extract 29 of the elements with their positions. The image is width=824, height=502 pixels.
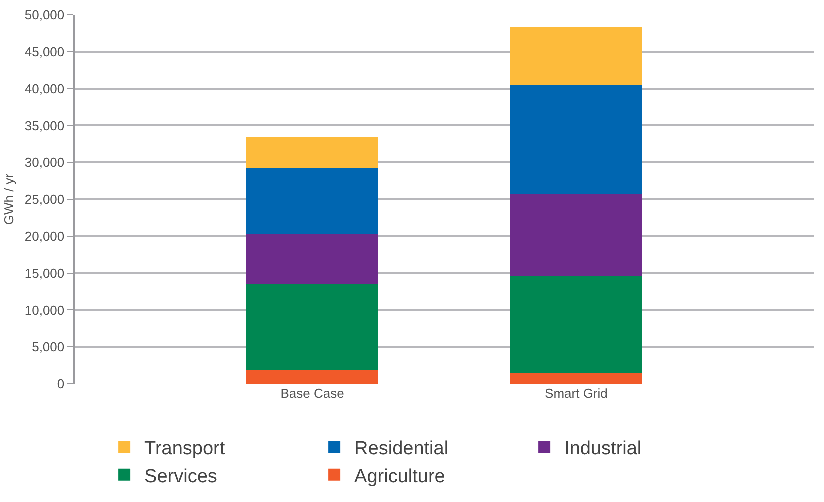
bar bbox=[510, 85, 642, 194]
x-tick-label: Base Case bbox=[280, 386, 344, 401]
bar bbox=[246, 138, 379, 168]
bar bbox=[510, 372, 642, 384]
legend-label: Services bbox=[144, 466, 218, 488]
y-tick-label: 5,000 bbox=[32, 340, 65, 355]
y-axis-title: GWh / yr bbox=[1, 173, 16, 226]
y-tick-label: 40,000 bbox=[24, 81, 65, 96]
y-tick-label: 15,000 bbox=[24, 266, 65, 281]
y-tick-label: 30,000 bbox=[24, 155, 65, 170]
legend-label: Residential bbox=[354, 438, 449, 460]
bar bbox=[510, 276, 642, 373]
bar bbox=[246, 234, 379, 284]
bar bbox=[510, 194, 642, 276]
y-tick-label: 35,000 bbox=[24, 118, 65, 134]
bar bbox=[510, 26, 642, 86]
y-tick-label: 10,000 bbox=[24, 302, 65, 318]
x-tick-label: Smart Grid bbox=[545, 386, 608, 401]
bar bbox=[246, 168, 379, 234]
legend-label: Transport bbox=[144, 438, 226, 460]
bar bbox=[246, 284, 379, 370]
legend-label: Industrial bbox=[564, 438, 642, 460]
y-tick-label: 50,000 bbox=[24, 8, 65, 23]
y-tick-label: 0 bbox=[57, 376, 65, 392]
bar bbox=[246, 370, 379, 384]
legend-label: Agriculture bbox=[354, 466, 446, 488]
y-tick-label: 45,000 bbox=[24, 44, 65, 60]
y-tick-label: 25,000 bbox=[24, 192, 65, 208]
y-tick-label: 20,000 bbox=[24, 228, 65, 244]
